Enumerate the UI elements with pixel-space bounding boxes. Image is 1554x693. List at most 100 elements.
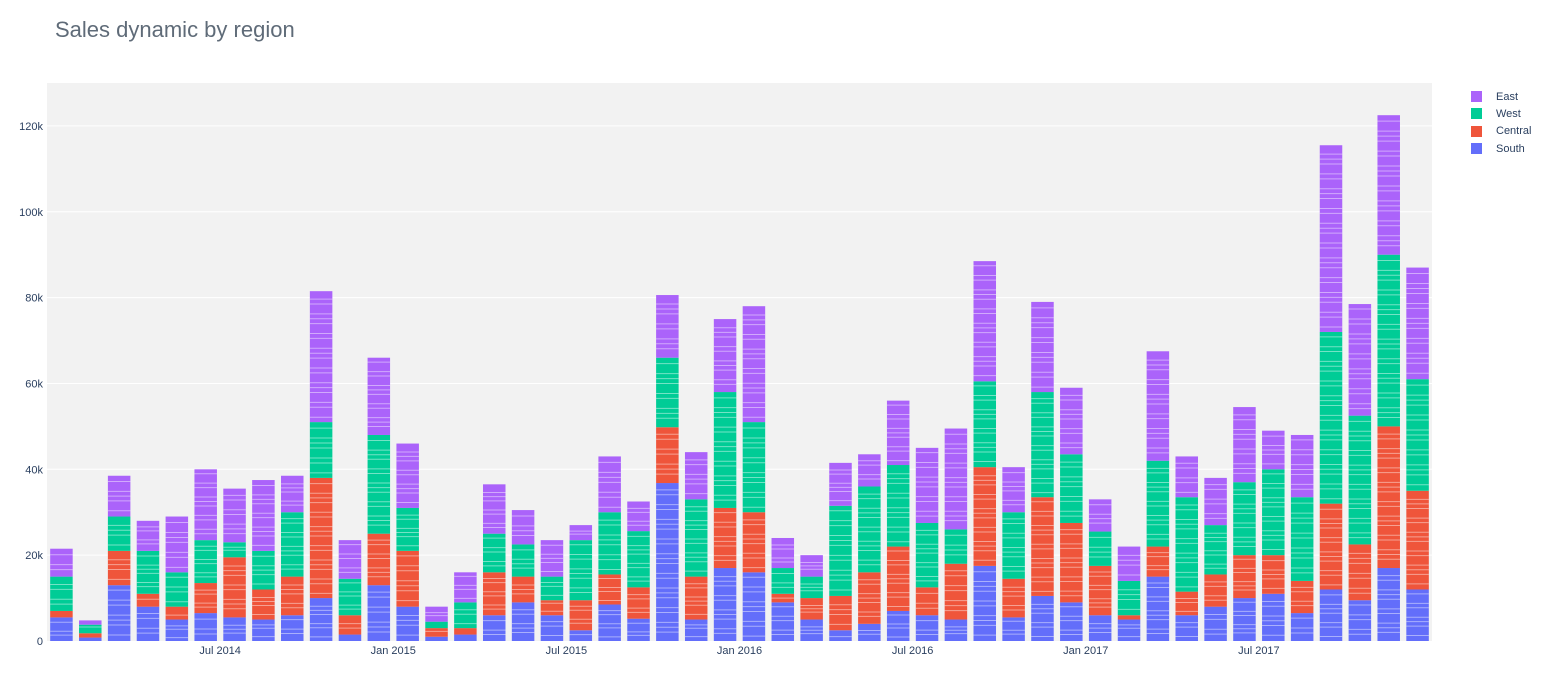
bar-segment-west[interactable] bbox=[1319, 331, 1343, 504]
bar-segment-central[interactable] bbox=[252, 589, 275, 620]
bar-segment-south[interactable] bbox=[1146, 576, 1170, 641]
bar-segment-central[interactable] bbox=[281, 576, 304, 616]
bar-segment-east[interactable] bbox=[1406, 267, 1429, 380]
bar-segment-west[interactable] bbox=[1290, 497, 1314, 581]
bar-segment-central[interactable] bbox=[367, 533, 391, 586]
bar-segment-central[interactable] bbox=[540, 600, 564, 616]
bar-segment-west[interactable] bbox=[79, 624, 102, 634]
bar-segment-south[interactable] bbox=[281, 615, 304, 641]
bar-segment-central[interactable] bbox=[1377, 426, 1400, 569]
bar-segment-south[interactable] bbox=[425, 636, 448, 641]
bar-segment-east[interactable] bbox=[598, 456, 621, 513]
bar-segment-south[interactable] bbox=[454, 634, 477, 641]
bar-segment-west[interactable] bbox=[742, 422, 766, 513]
bar-segment-south[interactable] bbox=[482, 615, 506, 641]
bar-segment-east[interactable] bbox=[742, 306, 766, 423]
bar-segment-south[interactable] bbox=[1117, 619, 1141, 641]
bar-segment-east[interactable] bbox=[1233, 407, 1256, 483]
bar-segment-west[interactable] bbox=[1088, 531, 1112, 566]
legend-item-east[interactable]: East bbox=[1471, 88, 1531, 105]
bar-segment-east[interactable] bbox=[1060, 387, 1083, 455]
bar-segment-east[interactable] bbox=[511, 510, 535, 545]
bar-segment-west[interactable] bbox=[1175, 497, 1198, 592]
bar-segment-east[interactable] bbox=[194, 469, 217, 541]
bar-segment-east[interactable] bbox=[713, 319, 737, 393]
bar-segment-central[interactable] bbox=[829, 595, 852, 631]
bar-segment-central[interactable] bbox=[771, 593, 795, 603]
bar-segment-central[interactable] bbox=[107, 550, 131, 586]
bar-segment-south[interactable] bbox=[684, 619, 708, 641]
bar-segment-west[interactable] bbox=[1262, 469, 1285, 556]
bar-segment-east[interactable] bbox=[540, 540, 564, 577]
bar-segment-south[interactable] bbox=[165, 619, 189, 641]
bar-segment-west[interactable] bbox=[858, 486, 881, 573]
bar-segment-south[interactable] bbox=[858, 623, 881, 641]
bar-segment-central[interactable] bbox=[165, 606, 189, 620]
bar-segment-west[interactable] bbox=[1233, 482, 1256, 556]
bar-segment-west[interactable] bbox=[915, 522, 939, 588]
bar-segment-central[interactable] bbox=[1348, 544, 1372, 601]
bar-segment-east[interactable] bbox=[281, 475, 304, 513]
bar-segment-west[interactable] bbox=[627, 531, 650, 588]
bar-segment-central[interactable] bbox=[223, 557, 246, 618]
bar-segment-south[interactable] bbox=[511, 602, 535, 641]
bar-segment-east[interactable] bbox=[1348, 304, 1372, 416]
bar-segment-west[interactable] bbox=[309, 422, 333, 478]
bar-segment-east[interactable] bbox=[79, 620, 102, 625]
bar-segment-south[interactable] bbox=[194, 613, 217, 641]
bar-segment-west[interactable] bbox=[1031, 392, 1054, 498]
bar-segment-central[interactable] bbox=[1204, 574, 1227, 607]
bar-segment-east[interactable] bbox=[858, 454, 881, 487]
bar-segment-south[interactable] bbox=[973, 565, 997, 641]
bar-segment-west[interactable] bbox=[973, 381, 997, 468]
bar-segment-west[interactable] bbox=[1406, 379, 1429, 491]
bar-segment-east[interactable] bbox=[915, 447, 939, 523]
bar-segment-central[interactable] bbox=[886, 546, 910, 611]
bar-segment-central[interactable] bbox=[713, 507, 737, 569]
bar-segment-central[interactable] bbox=[684, 576, 708, 620]
bar-segment-west[interactable] bbox=[50, 576, 73, 611]
bar-segment-west[interactable] bbox=[396, 507, 419, 551]
bar-segment-east[interactable] bbox=[252, 480, 275, 551]
bar-segment-central[interactable] bbox=[79, 633, 102, 638]
bar-segment-west[interactable] bbox=[800, 576, 823, 599]
bar-segment-east[interactable] bbox=[425, 606, 448, 622]
bar-segment-central[interactable] bbox=[858, 572, 881, 624]
bar-segment-east[interactable] bbox=[1262, 430, 1285, 470]
bar-segment-south[interactable] bbox=[1290, 613, 1314, 641]
bar-segment-central[interactable] bbox=[1117, 615, 1141, 620]
bar-segment-west[interactable] bbox=[944, 529, 968, 564]
legend-item-south[interactable]: South bbox=[1471, 140, 1531, 157]
bar-segment-south[interactable] bbox=[252, 619, 275, 641]
bar-segment-south[interactable] bbox=[79, 637, 102, 641]
bar-segment-south[interactable] bbox=[627, 618, 650, 641]
bar-segment-east[interactable] bbox=[1377, 115, 1400, 255]
bar-segment-south[interactable] bbox=[1233, 598, 1256, 641]
bar-segment-central[interactable] bbox=[309, 477, 333, 599]
bar-segment-south[interactable] bbox=[915, 615, 939, 641]
bar-segment-west[interactable] bbox=[252, 550, 275, 590]
bar-segment-south[interactable] bbox=[1406, 589, 1429, 641]
bar-segment-south[interactable] bbox=[540, 615, 564, 641]
bar-segment-west[interactable] bbox=[829, 505, 852, 596]
bar-segment-south[interactable] bbox=[800, 619, 823, 641]
bar-segment-east[interactable] bbox=[800, 555, 823, 577]
bar-segment-east[interactable] bbox=[50, 548, 73, 577]
bar-segment-central[interactable] bbox=[1060, 522, 1083, 603]
bar-segment-east[interactable] bbox=[136, 520, 160, 551]
bar-segment-west[interactable] bbox=[194, 540, 217, 584]
bar-segment-east[interactable] bbox=[396, 443, 419, 508]
bar-segment-central[interactable] bbox=[511, 576, 535, 603]
bar-segment-east[interactable] bbox=[1290, 434, 1314, 498]
bar-segment-central[interactable] bbox=[1002, 578, 1025, 618]
bar-segment-south[interactable] bbox=[1088, 615, 1112, 641]
bar-segment-south[interactable] bbox=[1377, 568, 1400, 641]
bar-segment-central[interactable] bbox=[338, 615, 362, 635]
bar-segment-east[interactable] bbox=[829, 462, 852, 506]
bar-segment-east[interactable] bbox=[1175, 456, 1198, 498]
bar-segment-east[interactable] bbox=[107, 475, 131, 517]
bar-segment-south[interactable] bbox=[136, 606, 160, 641]
bar-segment-central[interactable] bbox=[569, 600, 593, 631]
bar-segment-central[interactable] bbox=[1290, 580, 1314, 614]
bar-segment-east[interactable] bbox=[656, 295, 679, 358]
